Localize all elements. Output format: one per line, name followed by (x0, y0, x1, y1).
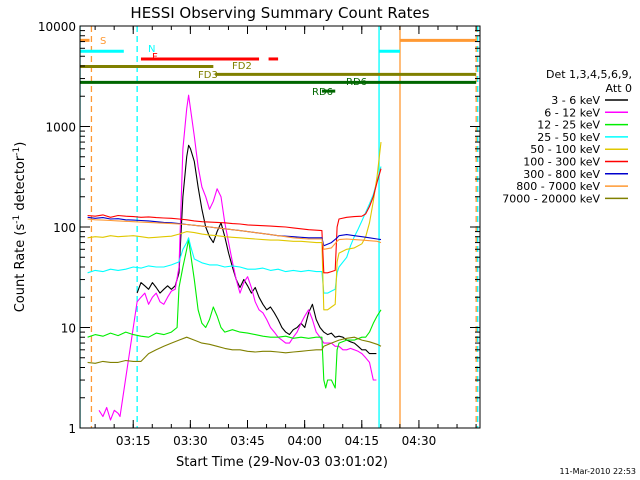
legend-title-2: Att 0 (606, 82, 632, 95)
footer-timestamp: 11-Mar-2010 22:53 (560, 467, 637, 476)
x-tick-label-0: 03:15 (116, 434, 151, 448)
series-line-4 (87, 142, 382, 311)
series-line-2 (87, 239, 382, 389)
series-line-8 (87, 336, 382, 364)
state-bar-label-4: F (152, 52, 158, 63)
legend-label-8: 7000 - 20000 keV (502, 192, 600, 205)
x-tick-label-3: 04:00 (287, 434, 322, 448)
series-line-5 (87, 168, 382, 274)
state-bar-label-0: S (100, 36, 106, 47)
series-line-3 (87, 166, 382, 294)
x-tick-label-2: 03:45 (230, 434, 265, 448)
state-bar-label-7: FD3 (198, 70, 218, 81)
legend-label-1: 6 - 12 keV (544, 106, 600, 119)
legend-label-6: 300 - 800 keV (523, 168, 600, 181)
x-tick-label-4: 04:15 (344, 434, 379, 448)
y-axis: 1 10 100 1000 10000 (38, 20, 480, 436)
y-tick-label-3: 1000 (45, 121, 76, 135)
y-axis-label-sup1: -1 (12, 215, 22, 224)
state-bar-label-2: N (148, 44, 155, 55)
y-axis-label: Count Rate (s-1 detector-1) (12, 142, 28, 313)
y-tick-label-2: 100 (53, 221, 76, 235)
y-axis-label-mid: detector (13, 155, 28, 215)
y-tick-label-1: 10 (61, 322, 76, 336)
state-bar-label-8: RD6 (346, 77, 367, 88)
legend-label-3: 25 - 50 keV (537, 131, 600, 144)
series-line-1 (98, 94, 377, 421)
y-tick-label-0: 1 (68, 422, 76, 436)
legend-label-7: 800 - 7000 keV (516, 180, 600, 193)
x-axis: 03:15 03:30 03:45 04:00 04:15 04:30 (94, 26, 477, 448)
legend-title-1: Det 1,3,4,5,6,9, (546, 68, 632, 81)
state-bar-label-6: FD2 (232, 61, 252, 72)
x-tick-label-5: 04:30 (402, 434, 437, 448)
y-axis-label-sup2: -1 (12, 147, 22, 156)
y-axis-label-end: ) (13, 142, 28, 147)
chart-title: HESSI Observing Summary Count Rates (130, 4, 429, 22)
legend-label-0: 3 - 6 keV (551, 94, 600, 107)
legend-label-4: 50 - 100 keV (530, 143, 600, 156)
x-axis-label: Start Time (29-Nov-03 03:01:02) (176, 455, 388, 470)
y-axis-label-main: Count Rate (s (13, 224, 28, 313)
series-line-7 (87, 218, 382, 250)
legend-label-2: 12 - 25 keV (537, 119, 600, 132)
x-tick-label-1: 03:30 (173, 434, 208, 448)
state-bar-label-9: RD6 (312, 87, 333, 98)
y-tick-label-4: 10000 (38, 20, 76, 34)
legend-label-5: 100 - 300 keV (523, 156, 600, 169)
